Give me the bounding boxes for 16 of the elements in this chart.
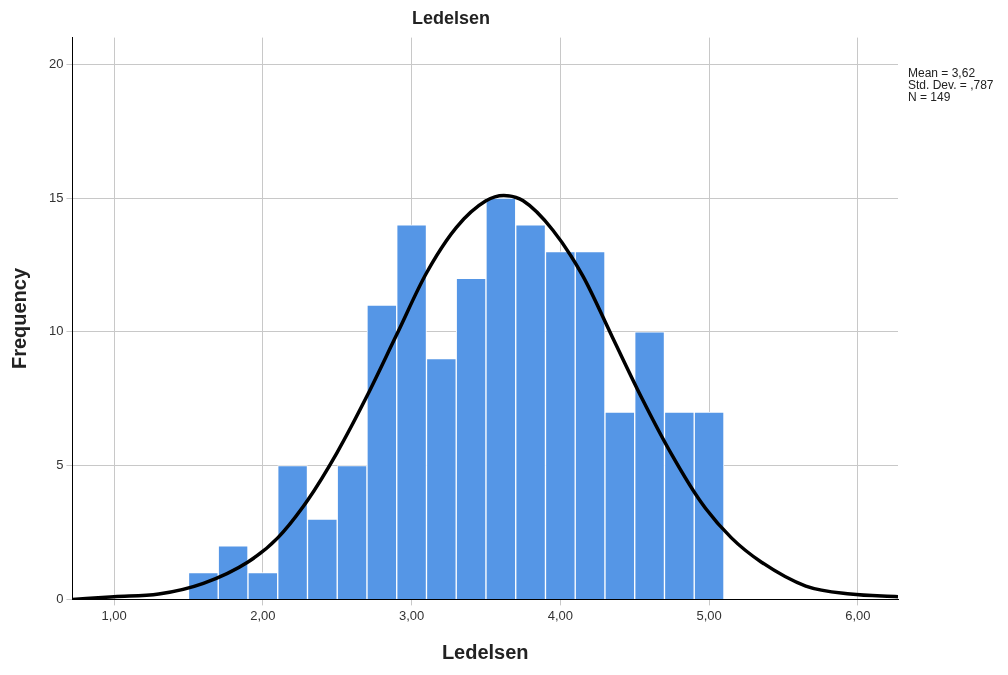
y-axis-title: Frequency xyxy=(7,267,30,370)
x-tick-label: 3,00 xyxy=(398,607,425,623)
y-tick-label: 10 xyxy=(48,323,64,339)
text: Mean = 3,62 xyxy=(908,65,976,80)
y-tick-label: 15 xyxy=(48,189,64,205)
x-tick-label: 5,00 xyxy=(696,607,722,623)
y-tick-label: 0 xyxy=(56,590,64,606)
x-tick-label: 2,00 xyxy=(250,607,276,623)
y-tick-label: 5 xyxy=(56,457,64,473)
text: N = 149 xyxy=(908,89,951,104)
y-tick-label: 20 xyxy=(48,55,64,71)
x-axis-title: Ledelsen xyxy=(441,640,529,663)
x-tick-label: 1,00 xyxy=(101,607,127,623)
chart-title: Ledelsen xyxy=(411,7,491,28)
x-tick-label: 4,00 xyxy=(547,607,573,623)
x-tick-label: 6,00 xyxy=(845,607,871,623)
